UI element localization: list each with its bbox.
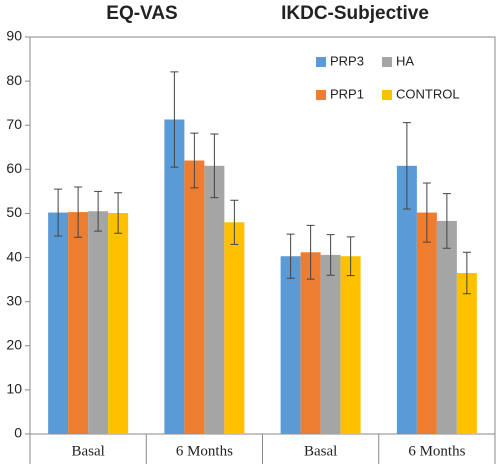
bar xyxy=(300,252,321,434)
legend-swatch xyxy=(382,57,392,67)
y-tick-label: 50 xyxy=(6,204,22,220)
error-bar xyxy=(94,190,103,232)
bar xyxy=(224,222,245,434)
y-tick-label: 90 xyxy=(6,28,22,44)
error-bar xyxy=(422,182,431,243)
bar xyxy=(340,256,361,434)
legend-swatch xyxy=(382,90,392,100)
error-bar xyxy=(210,133,219,199)
y-tick-label: 40 xyxy=(6,248,22,264)
y-tick-label: 10 xyxy=(6,381,22,397)
bar xyxy=(48,212,69,434)
y-tick-label: 30 xyxy=(6,292,22,308)
y-tick-label: 0 xyxy=(14,425,22,441)
bar xyxy=(108,213,129,434)
x-tick-label: Basal xyxy=(304,443,337,459)
error-bar xyxy=(114,192,123,234)
x-tick-label: 6 Months xyxy=(408,443,465,459)
bar xyxy=(68,212,89,434)
bar xyxy=(436,220,457,434)
legend-label: PRP1 xyxy=(330,86,364,101)
error-bar xyxy=(190,132,199,189)
error-bar xyxy=(74,186,83,238)
bar xyxy=(184,160,205,434)
chart-title: EQ-VAS xyxy=(106,3,177,24)
y-tick-label: 70 xyxy=(6,116,22,132)
y-tick-label: 80 xyxy=(6,72,22,88)
x-tick-label: Basal xyxy=(71,443,104,459)
bar xyxy=(280,256,301,434)
error-bar xyxy=(346,236,355,277)
error-bar xyxy=(326,234,335,276)
error-bar xyxy=(442,193,451,249)
error-bar xyxy=(402,122,411,210)
error-bar xyxy=(462,251,471,295)
bar xyxy=(320,254,341,434)
chart-title: IKDC-Subjective xyxy=(281,3,429,24)
bar xyxy=(416,212,437,434)
bar xyxy=(164,119,185,434)
legend-swatch xyxy=(316,57,326,67)
error-bar xyxy=(230,199,239,245)
legend-label: CONTROL xyxy=(396,86,460,101)
y-tick-label: 20 xyxy=(6,336,22,352)
error-bar xyxy=(286,233,295,279)
error-bar xyxy=(54,188,63,237)
y-tick-label: 60 xyxy=(6,160,22,176)
legend-swatch xyxy=(316,90,326,100)
error-bar xyxy=(170,71,179,168)
legend-label: PRP3 xyxy=(330,53,364,68)
error-bar xyxy=(306,224,315,280)
bar xyxy=(396,165,417,434)
legend-label: HA xyxy=(396,53,414,68)
bar xyxy=(88,211,109,434)
bar xyxy=(204,165,225,434)
bar xyxy=(456,272,477,434)
x-tick-label: 6 Months xyxy=(176,443,233,459)
